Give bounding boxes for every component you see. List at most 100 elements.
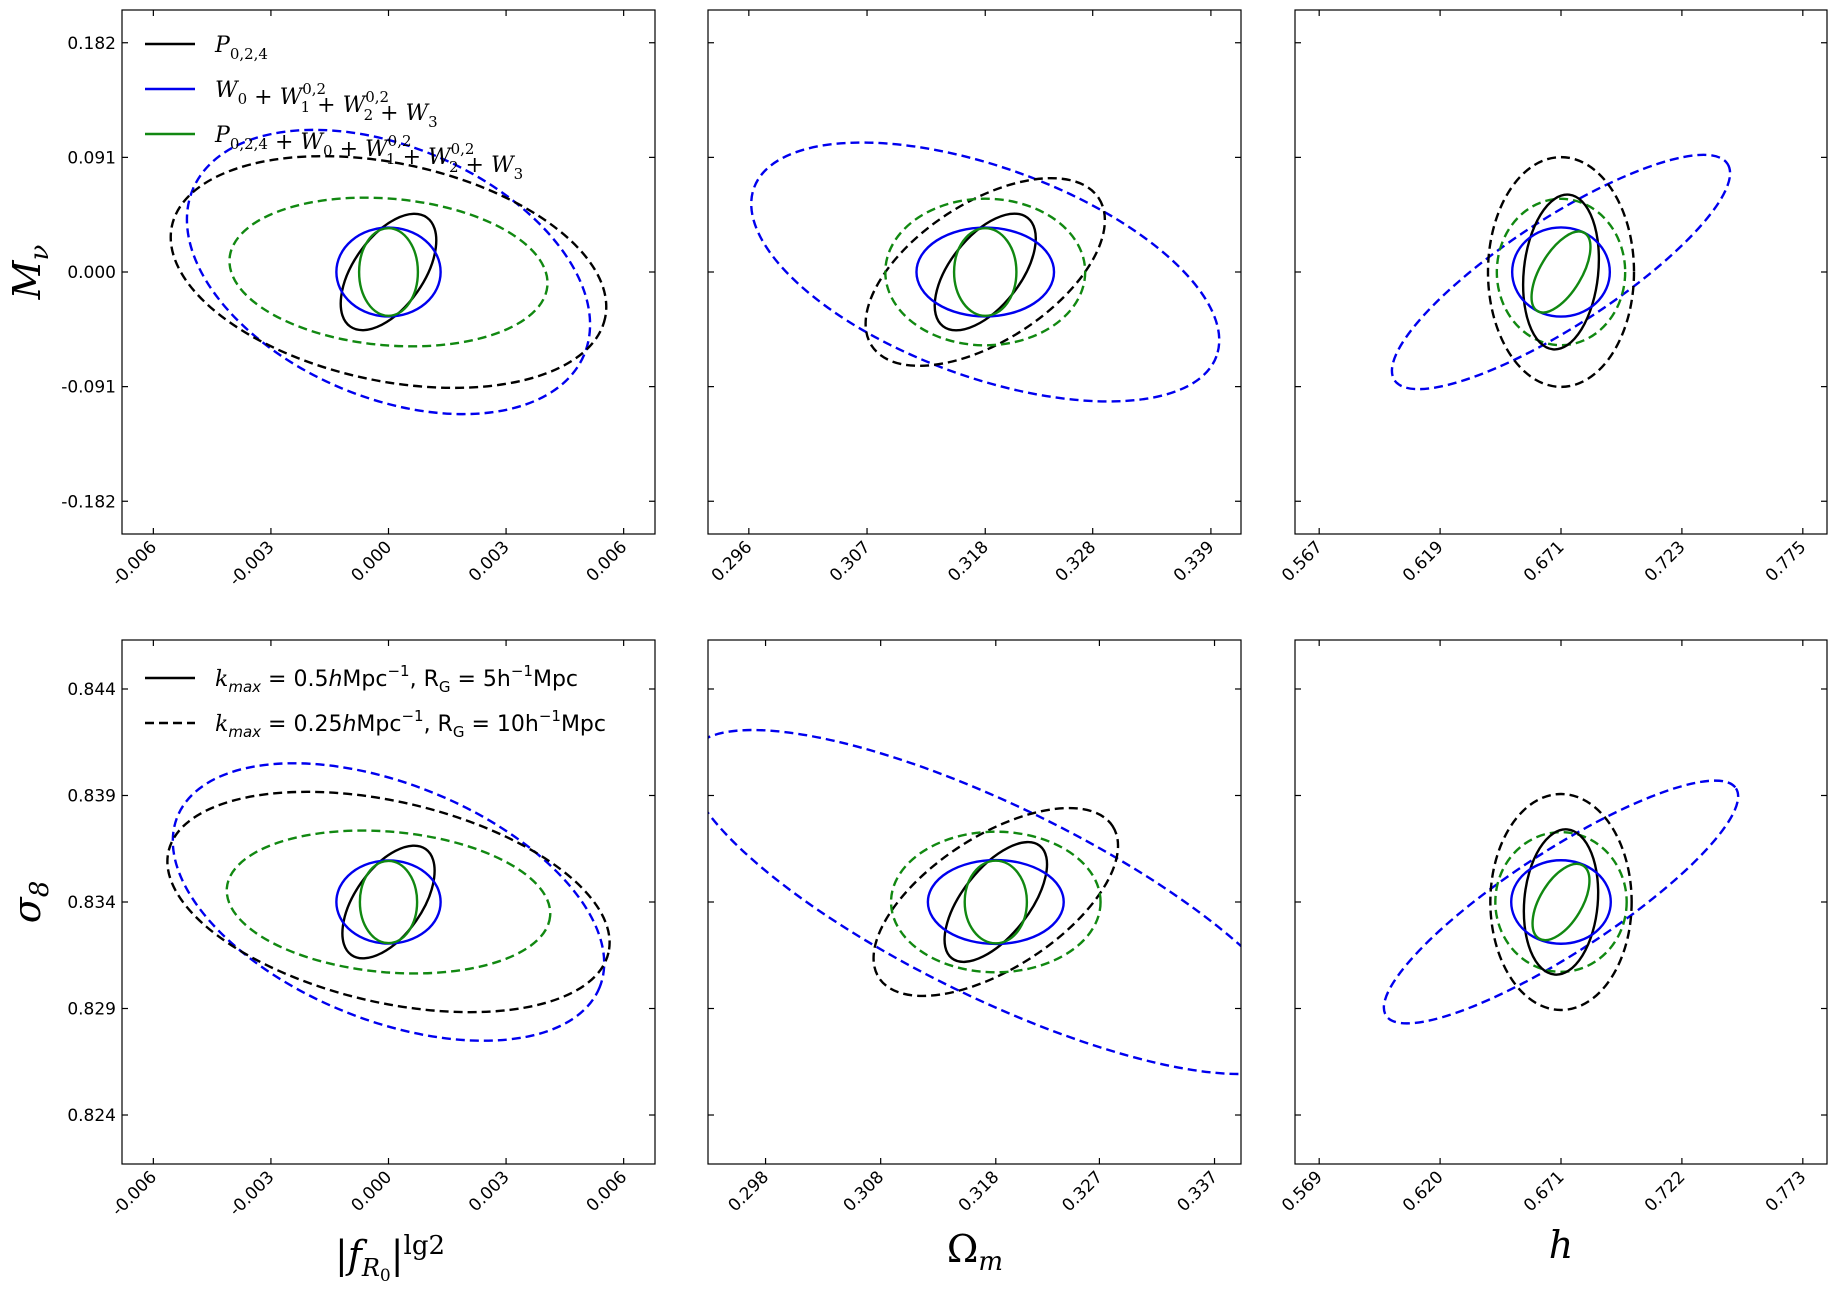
ellipse-p-dashed xyxy=(166,790,611,1014)
y-tick-label: 0.839 xyxy=(67,786,116,806)
x-tick-label: 0.000 xyxy=(347,1167,396,1216)
axes-frame xyxy=(707,639,1242,1165)
legend-label: P0,2,4 xyxy=(214,33,268,63)
panel-r0-c2: 0.567 0.619 0.671 0.723 0.775 xyxy=(1278,9,1828,586)
x-tick-label: 0.006 xyxy=(583,537,632,586)
ellipse-w-solid xyxy=(926,858,1065,946)
ellipse-w-solid xyxy=(335,859,442,945)
x-tick-label: -0.003 xyxy=(226,1167,279,1220)
x-tick-label: 0.308 xyxy=(840,1167,889,1216)
panels-layer: -0.006 -0.003 0.000 0.003 0.006 -0.182 -0.091 0… xyxy=(61,9,1828,1220)
ellipse-pw-dashed xyxy=(1495,197,1627,347)
x-tick-label: 0.671 xyxy=(1520,1167,1569,1216)
x-tick-label: 0.773 xyxy=(1762,1167,1811,1216)
x-tick-label: 0.775 xyxy=(1762,537,1811,586)
axes-frame xyxy=(1294,9,1828,535)
ellipse-w-dashed xyxy=(171,762,606,1042)
legend-top-entry: W0 + W0,2 1 + W0,2 2 + W3 xyxy=(145,78,438,131)
y-axis-label-sigma8: σ8 xyxy=(5,881,55,924)
x-tick-label: -0.003 xyxy=(226,537,279,590)
ellipse-p-solid xyxy=(1522,828,1600,976)
x-tick-label: 0.298 xyxy=(725,1167,774,1216)
y-tick-label: -0.091 xyxy=(61,378,116,398)
x-tick-label: 0.296 xyxy=(708,537,757,586)
ellipse-pw-dashed xyxy=(1494,830,1628,974)
x-tick-label: 0.339 xyxy=(1170,537,1219,586)
ellipse-w-dashed xyxy=(708,728,1241,1076)
ellipse-pw-solid xyxy=(952,226,1018,318)
x-tick-label: 0.328 xyxy=(1052,537,1101,586)
ellipse-p-solid xyxy=(1521,193,1601,351)
legend-top-entry: P0,2,4 xyxy=(145,33,268,63)
contours xyxy=(1382,779,1740,1025)
y-tick-label: 0.834 xyxy=(67,893,116,913)
y-tick-label: 0.844 xyxy=(67,680,116,700)
x-axis-label-h: h xyxy=(1549,1223,1573,1267)
ellipse-w-dashed xyxy=(1390,153,1732,391)
ellipse-p-solid xyxy=(943,840,1049,964)
legend-label: kmax = 0.5hMpc−1, RG = 5h−1Mpc xyxy=(215,662,578,696)
x-tick-label: 0.327 xyxy=(1058,1167,1107,1216)
y-tick-label: 0.182 xyxy=(67,34,116,54)
legend-bottom-entry: kmax = 0.25hMpc−1, RG = 10h−1Mpc xyxy=(145,707,606,741)
ellipse-w-dashed xyxy=(185,128,592,416)
legend-label: W0 + W0,2 1 + W0,2 2 + W3 xyxy=(215,78,438,131)
contours xyxy=(169,128,608,416)
x-tick-label: 0.006 xyxy=(583,1167,632,1216)
ellipse-p-solid xyxy=(933,212,1037,332)
x-tick-label: 0.337 xyxy=(1173,1167,1222,1216)
ellipse-w-dashed xyxy=(750,141,1221,403)
x-tick-label: 0.318 xyxy=(955,1167,1004,1216)
y-tick-label: 0.000 xyxy=(67,263,116,283)
legend-label: P0,2,4 + W0 + W0,2 1 + W0,2 2 + W3 xyxy=(214,123,523,183)
ellipse-w-solid xyxy=(1510,859,1612,945)
ellipse-p-dashed xyxy=(872,806,1120,998)
ellipse-p-solid xyxy=(339,212,438,332)
ellipse-pw-dashed xyxy=(228,196,549,348)
axis-labels-layer: Mν σ8 |fR0|lg2 Ωm h xyxy=(5,244,1573,1286)
legend-top-entry: P0,2,4 + W0 + W0,2 1 + W0,2 2 + W3 xyxy=(145,123,523,183)
ellipse-w-dashed xyxy=(1382,779,1740,1025)
x-tick-label: 0.003 xyxy=(465,1167,514,1216)
x-tick-label: 0.723 xyxy=(1641,537,1690,586)
ellipse-w-solid xyxy=(335,226,442,318)
ellipse-p-dashed xyxy=(864,176,1107,368)
panel-r1-c2: 0.569 0.620 0.671 0.722 0.773 xyxy=(1278,639,1828,1216)
ellipse-pw-solid xyxy=(1530,230,1592,314)
x-tick-label: 0.619 xyxy=(1399,537,1448,586)
ellipse-pw-dashed xyxy=(884,197,1087,347)
y-tick-label: 0.829 xyxy=(67,1000,116,1020)
ellipse-pw-solid xyxy=(358,859,419,945)
x-tick-label: 0.003 xyxy=(465,537,514,586)
ellipse-w-solid xyxy=(1510,226,1612,318)
contours xyxy=(708,728,1241,1076)
ellipse-pw-dashed xyxy=(889,830,1102,974)
x-axis-label-omegam: Ωm xyxy=(947,1227,1003,1277)
y-tick-label: 0.091 xyxy=(67,148,116,168)
ellipse-pw-solid xyxy=(357,226,420,318)
panel-r1-c1: 0.298 0.308 0.318 0.327 0.337 xyxy=(707,639,1242,1216)
ellipse-p-dashed xyxy=(169,154,608,390)
x-tick-label: 0.620 xyxy=(1399,1167,1448,1216)
ellipse-p-solid xyxy=(341,844,436,960)
axes-frame xyxy=(707,9,1242,535)
contours xyxy=(750,141,1221,403)
x-tick-label: 0.318 xyxy=(944,537,993,586)
x-axis-label-fr0: |fR0|lg2 xyxy=(335,1231,445,1286)
ellipse-p-dashed xyxy=(1489,792,1633,1012)
ellipse-p-dashed xyxy=(1486,155,1636,389)
x-tick-label: -0.006 xyxy=(108,537,161,590)
panel-r0-c1: 0.296 0.307 0.318 0.328 0.339 xyxy=(707,9,1242,586)
x-tick-label: 0.567 xyxy=(1278,537,1327,586)
y-axis-label-mnu: Mν xyxy=(5,244,55,300)
ellipse-pw-solid xyxy=(963,859,1029,945)
x-tick-label: 0.671 xyxy=(1520,537,1569,586)
y-tick-label: -0.182 xyxy=(61,492,116,512)
x-tick-label: 0.000 xyxy=(347,537,396,586)
y-tick-label: 0.824 xyxy=(67,1106,116,1126)
x-tick-label: 0.569 xyxy=(1278,1167,1327,1216)
axes-frame xyxy=(1294,639,1828,1165)
x-tick-label: -0.006 xyxy=(108,1167,161,1220)
